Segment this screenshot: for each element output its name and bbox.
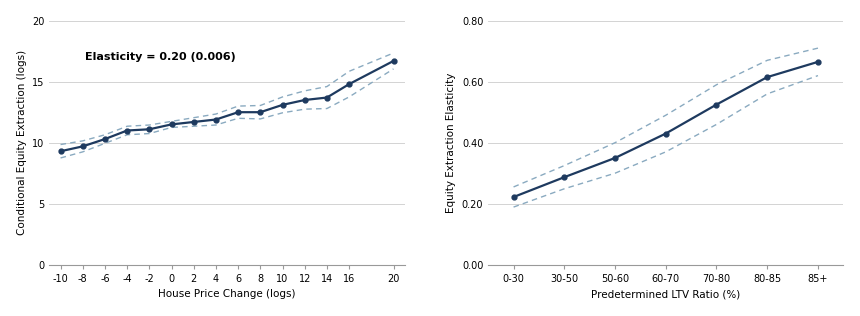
- Y-axis label: Equity Extraction Elasticity: Equity Extraction Elasticity: [446, 72, 457, 213]
- Y-axis label: Conditional Equity Extraction (logs): Conditional Equity Extraction (logs): [16, 50, 27, 235]
- X-axis label: House Price Change (logs): House Price Change (logs): [158, 289, 296, 299]
- Text: Elasticity = 0.20 (0.006): Elasticity = 0.20 (0.006): [85, 52, 236, 62]
- X-axis label: Predetermined LTV Ratio (%): Predetermined LTV Ratio (%): [591, 289, 740, 299]
